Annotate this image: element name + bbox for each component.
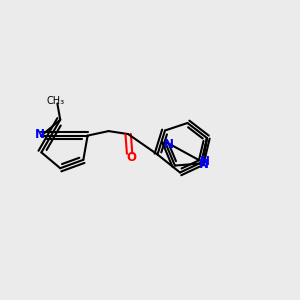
Text: CH₃: CH₃ xyxy=(47,95,65,106)
Text: N: N xyxy=(200,154,210,167)
Text: O: O xyxy=(126,151,136,164)
Text: N: N xyxy=(164,138,173,151)
Text: N: N xyxy=(199,158,209,172)
Text: N: N xyxy=(35,128,45,141)
